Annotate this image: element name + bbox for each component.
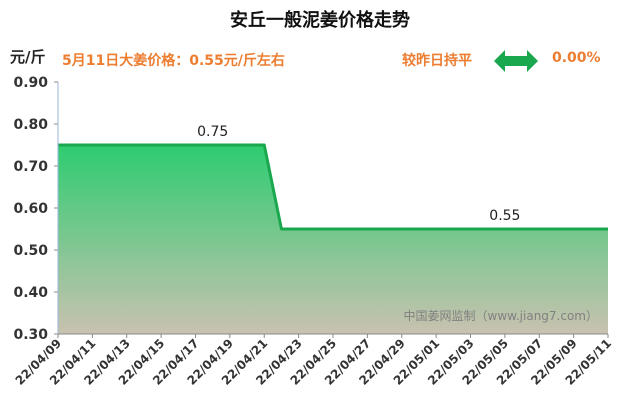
y-tick-label: 0.30 [13,327,48,343]
double-arrow-shape [494,50,538,72]
chart-title: 安丘一般泥姜价格走势 [230,10,410,31]
y-tick-label: 0.90 [13,75,48,91]
price-area-fill [58,145,608,334]
compare-text: 较昨日持平 [402,53,472,69]
y-tick-label: 0.80 [13,117,48,133]
data-label: 0.75 [197,124,228,140]
price-note: 5月11日大姜价格：0.55元/斤左右 [62,53,285,69]
y-tick-label: 0.70 [13,159,48,175]
double-arrow-icon [494,50,538,72]
y-tick-label: 0.40 [13,285,48,301]
price-series-line [58,143,608,231]
change-value: 0.00% [552,50,601,66]
data-label: 0.55 [489,208,520,224]
y-tick-label: 0.60 [13,201,48,217]
y-tick-label: 0.50 [13,243,48,259]
y-axis-unit: 元/斤 [10,48,46,66]
watermark: 中国姜网监制（www.jiang7.com） [404,308,598,323]
